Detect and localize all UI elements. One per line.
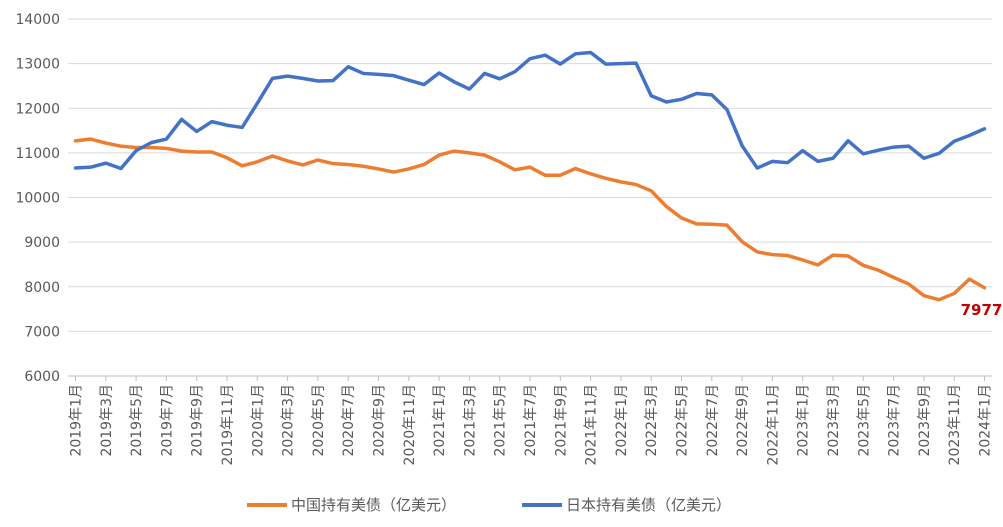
legend-label-0: 中国持有美债（亿美元） [291,496,456,514]
y-tick-label: 8000 [24,280,60,296]
x-tick-label: 2019年7月 [159,384,175,457]
x-tick-label: 2019年9月 [190,384,206,457]
x-tick-label: 2023年1月 [796,384,812,457]
annotations: 7977 [961,301,1003,319]
x-tick-label: 2023年7月 [887,384,903,457]
y-tick-label: 7000 [24,324,60,340]
x-tick-label: 2021年9月 [553,384,569,457]
x-tick-label: 2019年3月 [99,384,115,457]
x-tick-label: 2021年5月 [493,384,509,457]
y-tick-label: 13000 [15,57,60,73]
series-lines [73,50,987,302]
x-tick-label: 2022年1月 [614,384,630,457]
x-tick-label: 2020年7月 [341,384,357,457]
x-tick-label: 2022年11月 [765,384,781,465]
x-tick-label: 2020年9月 [372,384,388,457]
x-tick-label: 2024年1月 [978,384,994,457]
x-tick-label: 2021年7月 [523,384,539,457]
x-tick-label: 2022年3月 [644,384,660,457]
gridlines [68,18,992,332]
x-tick-label: 2019年11月 [220,384,236,465]
x-tick-label: 2023年11月 [947,384,963,465]
y-tick-label: 10000 [15,191,60,207]
x-tick-label: 2021年11月 [584,384,600,465]
legend: 中国持有美债（亿美元） 日本持有美债（亿美元） [247,496,731,514]
x-tick-label: 2021年1月 [432,384,448,457]
x-tick-label: 2022年9月 [735,384,751,457]
axes: 6000 7000 8000 9000 10000 11000 12000 13000 1400… [15,12,993,465]
x-tick-label: 2020年3月 [281,384,297,457]
x-tick-label: 2020年11月 [402,384,418,465]
x-tick-label: 2021年3月 [462,384,478,457]
x-tick-label: 2019年1月 [69,384,85,457]
y-tick-label: 12000 [15,101,60,117]
y-tick-label: 9000 [24,235,60,251]
y-tick-label: 6000 [24,369,60,385]
x-tick-label: 2022年5月 [675,384,691,457]
x-tick-label: 2020年5月 [311,384,327,457]
x-tick-label: 2023年3月 [826,384,842,457]
series-line-0 [73,137,987,302]
y-tick-label: 11000 [15,146,60,162]
legend-label-1: 日本持有美债（亿美元） [566,496,731,514]
x-tick-label: 2023年5月 [856,384,872,457]
y-tick-label: 14000 [15,12,60,28]
x-tick-label: 2020年1月 [250,384,266,457]
series-line-1 [73,50,987,171]
x-tick-label: 2019年5月 [129,384,145,457]
x-tick-label: 2022年7月 [705,384,721,457]
data-label: 7977 [961,301,1003,319]
x-tick-label: 2023年9月 [917,384,933,457]
